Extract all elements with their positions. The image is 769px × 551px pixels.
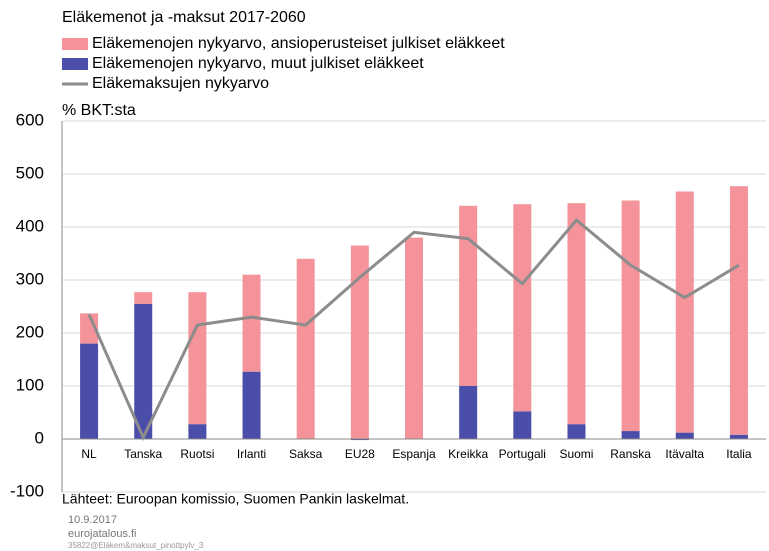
x-tick-label: Saksa [289, 447, 323, 461]
line [87, 218, 740, 441]
bar [296, 258, 315, 439]
site: eurojatalous.fi [68, 528, 137, 540]
y-tick-label: -100 [10, 481, 44, 500]
x-tick-label: Tanska [124, 447, 162, 461]
x-tick-label: Itävalta [665, 447, 704, 461]
bar [729, 186, 748, 435]
code: 35822@Eläkem&maksut_pinottpylv_3 [68, 541, 204, 550]
y-tick-label: 400 [16, 216, 44, 235]
y-axis-label: % BKT:sta [62, 102, 136, 119]
legend-label: Eläkemenojen nykyarvo, muut julkiset elä… [92, 55, 424, 72]
x-tick-label: Suomi [559, 447, 593, 461]
bar [675, 191, 694, 433]
x-tick-label: Espanja [392, 447, 436, 461]
legend-swatch [62, 58, 88, 70]
bar [80, 343, 99, 439]
bar [242, 371, 261, 439]
x-tick-label: Kreikka [448, 447, 488, 461]
bar [80, 313, 99, 344]
legend-swatch [62, 38, 88, 50]
bar [513, 204, 532, 412]
bar [134, 303, 153, 439]
bar [459, 205, 478, 386]
y-tick-label: 100 [16, 375, 44, 394]
y-tick-label: 0 [35, 428, 44, 447]
legend-label: Eläkemenojen nykyarvo, ansioperusteiset … [92, 35, 505, 52]
bar [350, 245, 369, 439]
y-tick-label: 500 [16, 163, 44, 182]
bar [188, 424, 207, 439]
chart-title: Eläkemenot ja -maksut 2017-2060 [62, 9, 306, 26]
bar [188, 292, 207, 425]
bar [567, 203, 586, 425]
bar [675, 432, 694, 439]
y-tick-label: 200 [16, 322, 44, 341]
date: 10.9.2017 [68, 514, 117, 526]
bar [242, 274, 261, 372]
x-tick-label: Italia [726, 447, 752, 461]
source: Lähteet: Euroopan komissio, Suomen Panki… [62, 491, 409, 507]
bar [621, 200, 640, 432]
x-tick-label: Ranska [610, 447, 651, 461]
legend-label: Eläkemaksujen nykyarvo [92, 75, 269, 92]
x-tick-label: Ruotsi [180, 447, 214, 461]
x-tick-label: NL [81, 447, 97, 461]
bar [405, 237, 423, 439]
x-tick-label: Portugali [499, 447, 546, 461]
y-tick-label: 600 [16, 110, 44, 129]
bar [513, 411, 532, 439]
bar [729, 434, 748, 439]
bar [134, 292, 153, 304]
x-tick-label: Irlanti [237, 447, 266, 461]
bar [350, 439, 369, 441]
bar [459, 386, 478, 439]
bar [621, 431, 640, 439]
x-tick-label: EU28 [345, 447, 375, 461]
bar [567, 424, 586, 439]
y-tick-label: 300 [16, 269, 44, 288]
